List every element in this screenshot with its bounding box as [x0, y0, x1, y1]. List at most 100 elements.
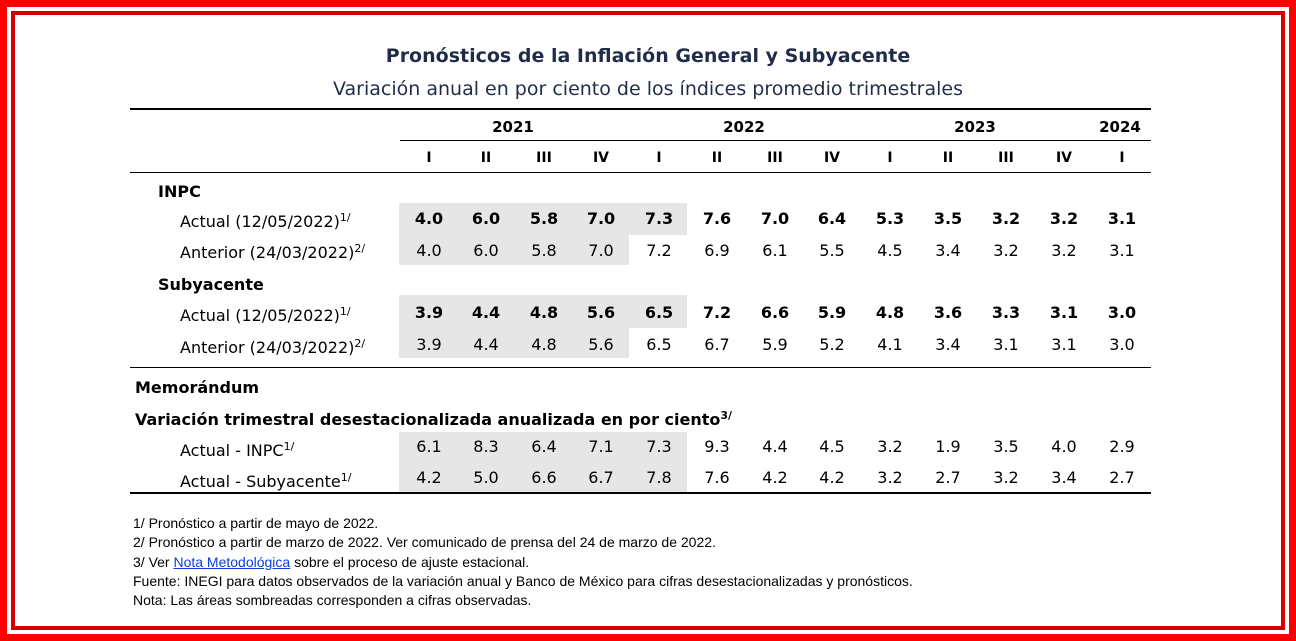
table-cell: 7.1 [588, 437, 614, 456]
footnote-1: 1/ Pronóstico a partir de mayo de 2022. [133, 515, 379, 531]
shade-memorandum [399, 432, 687, 492]
table-cell: 3.9 [414, 303, 444, 322]
table-cell: 9.3 [704, 437, 730, 456]
table-cell: 7.0 [588, 241, 614, 260]
year-header: 2022 [723, 118, 765, 136]
table-cell: 7.0 [760, 209, 790, 228]
table-cell: 5.6 [588, 335, 614, 354]
table-title: Pronósticos de la Inflación General y Su… [385, 45, 911, 67]
table-cell: 5.5 [819, 241, 845, 260]
quarter-header: I [426, 150, 432, 166]
row-label: Actual - Subyacente1/ [180, 471, 352, 491]
table-cell: 5.9 [762, 335, 788, 354]
table-cell: 3.5 [993, 437, 1019, 456]
year-header: 2021 [492, 118, 534, 136]
section-memorandum: Memorándum [135, 378, 260, 397]
table-cell: 5.2 [819, 335, 845, 354]
table-cell: 6.1 [416, 437, 442, 456]
table-cell: 3.2 [993, 241, 1019, 260]
quarter-header: III [536, 150, 552, 166]
quarter-header: II [711, 150, 723, 166]
table-cell: 3.2 [877, 437, 903, 456]
table-cell: 7.6 [704, 468, 730, 487]
table-cell: 4.5 [819, 437, 845, 456]
table-cell: 4.2 [819, 468, 845, 487]
quarter-header: IV [1055, 150, 1073, 166]
table-cell: 1.9 [935, 437, 961, 456]
top-rule [130, 108, 1151, 110]
table-cell: 3.4 [935, 241, 961, 260]
table-cell: 7.0 [586, 209, 616, 228]
row-label: Anterior (24/03/2022)2/ [180, 242, 366, 262]
table-cell: 3.4 [935, 335, 961, 354]
shade-sub-actual [399, 295, 687, 328]
section-inpc: INPC [158, 182, 201, 201]
table-cell: 5.3 [875, 209, 905, 228]
quarter-header: III [767, 150, 783, 166]
row-label: Anterior (24/03/2022)2/ [180, 337, 366, 357]
table-cell: 4.8 [529, 303, 559, 322]
table-cell: 5.0 [473, 468, 499, 487]
table-cell: 3.1 [1049, 303, 1079, 322]
footnote-2: 2/ Pronóstico a partir de marzo de 2022.… [133, 534, 716, 550]
quarter-header: III [998, 150, 1014, 166]
year-header: 2023 [954, 118, 996, 136]
quarter-header: I [656, 150, 662, 166]
footnote-nota: Nota: Las áreas sombreadas corresponden … [133, 592, 532, 608]
table-cell: 3.4 [1051, 468, 1077, 487]
table-cell: 4.1 [877, 335, 903, 354]
bottom-rule [130, 492, 1151, 494]
table-cell: 6.6 [531, 468, 557, 487]
shade-inpc-actual [399, 203, 687, 235]
table-cell: 4.4 [473, 335, 499, 354]
table-cell: 3.2 [993, 468, 1019, 487]
table-cell: 6.7 [588, 468, 614, 487]
table-cell: 6.5 [646, 335, 672, 354]
table-cell: 4.0 [414, 209, 444, 228]
quarter-header: I [1119, 150, 1125, 166]
quarter-header: II [942, 150, 954, 166]
row-label: Actual - INPC1/ [180, 440, 295, 460]
table-cell: 4.4 [471, 303, 501, 322]
table-cell: 4.5 [877, 241, 903, 260]
table-cell: 6.0 [473, 241, 499, 260]
table-cell: 4.2 [762, 468, 788, 487]
row-label: Actual (12/05/2022)1/ [180, 305, 351, 325]
table-cell: 3.0 [1109, 335, 1135, 354]
quarter-header: I [887, 150, 893, 166]
table-cell: 3.1 [993, 335, 1019, 354]
table-cell: 8.3 [473, 437, 499, 456]
table-cell: 3.0 [1107, 303, 1137, 322]
table-cell: 7.2 [702, 303, 732, 322]
table-cell: 4.0 [1051, 437, 1077, 456]
table-cell: 3.1 [1107, 209, 1137, 228]
table-cell: 7.6 [702, 209, 732, 228]
table-cell: 3.5 [933, 209, 963, 228]
table-cell: 3.2 [991, 209, 1021, 228]
table-cell: 5.6 [586, 303, 616, 322]
table-cell: 6.1 [762, 241, 788, 260]
table-cell: 6.6 [760, 303, 790, 322]
table-cell: 3.6 [933, 303, 963, 322]
footnote-fuente: Fuente: INEGI para datos observados de l… [133, 573, 913, 589]
table-cell: 4.2 [416, 468, 442, 487]
nota-metodologica-link[interactable]: Nota Metodológica [173, 554, 291, 570]
frame-gap [7, 7, 1289, 634]
table-cell: 6.4 [531, 437, 557, 456]
table-cell: 3.1 [1109, 241, 1135, 260]
section-subyacente: Subyacente [158, 275, 264, 294]
table-cell: 6.9 [704, 241, 730, 260]
table-cell: 2.7 [1109, 468, 1135, 487]
quarter-header: II [480, 150, 492, 166]
table-cell: 5.9 [817, 303, 847, 322]
table-cell: 6.0 [471, 209, 501, 228]
table-cell: 6.5 [644, 303, 674, 322]
table-cell: 7.2 [646, 241, 672, 260]
year-rule [400, 140, 1151, 141]
shade-sub-anterior [399, 328, 629, 358]
table-cell: 7.3 [644, 209, 674, 228]
table-cell: 4.8 [531, 335, 557, 354]
quarter-header: IV [823, 150, 841, 166]
table-cell: 4.0 [416, 241, 442, 260]
